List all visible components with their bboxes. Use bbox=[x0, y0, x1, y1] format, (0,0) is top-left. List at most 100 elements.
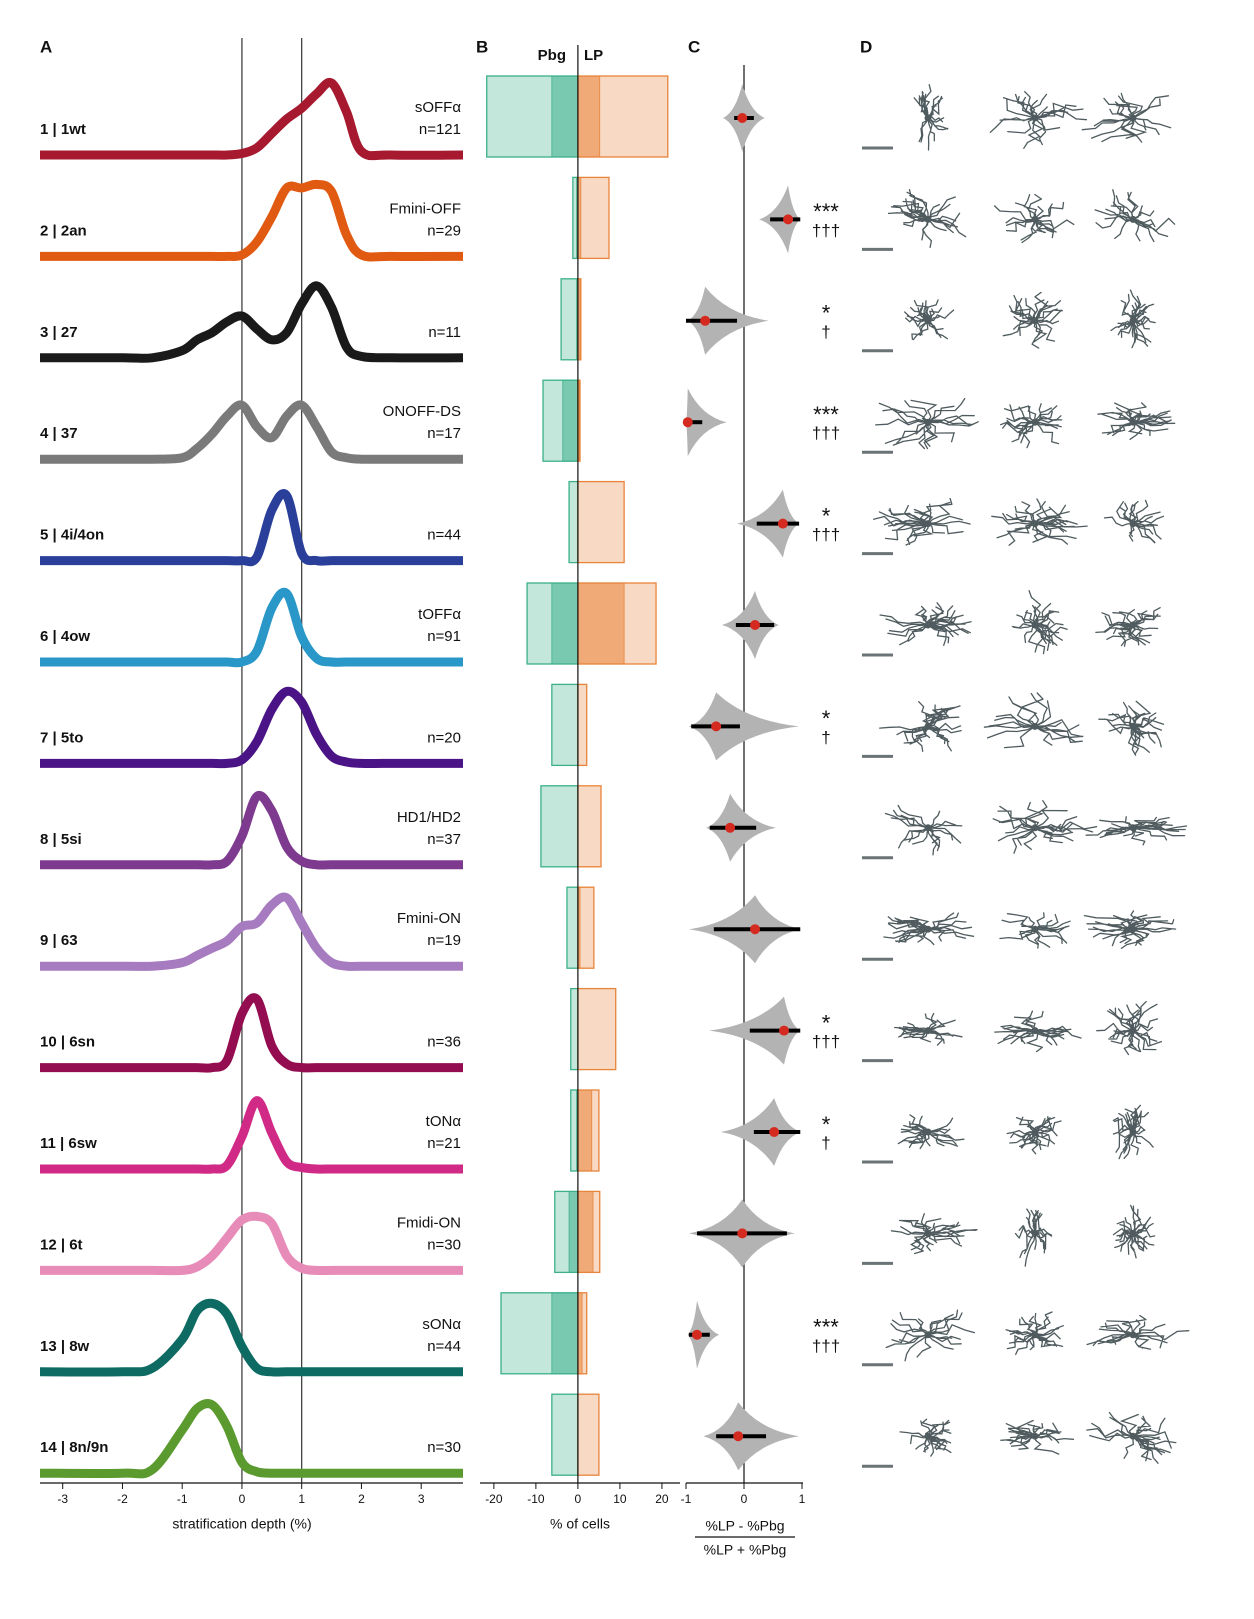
bar bbox=[578, 177, 609, 258]
x-axis-label: % of cells bbox=[550, 1516, 610, 1532]
cell-soma bbox=[1130, 216, 1137, 223]
x-tick-label: 10 bbox=[613, 1492, 627, 1506]
cell-soma bbox=[925, 1230, 932, 1237]
cell-soma bbox=[925, 622, 932, 629]
x-tick-label: -1 bbox=[177, 1492, 188, 1506]
series-header: LP bbox=[584, 47, 603, 64]
cell-count: n=44 bbox=[427, 527, 461, 544]
cell-soma bbox=[925, 419, 932, 426]
row-label: 13 | 8w bbox=[40, 1338, 90, 1355]
row-label: 2 | 2an bbox=[40, 222, 87, 239]
x-axis-label-denominator: %LP + %Pbg bbox=[704, 1542, 787, 1558]
x-tick-label: 1 bbox=[799, 1492, 806, 1506]
panel-letter: A bbox=[40, 37, 52, 56]
inner-bar bbox=[569, 1191, 578, 1272]
cell-soma bbox=[925, 1433, 932, 1440]
bar bbox=[578, 786, 601, 867]
point bbox=[779, 1026, 789, 1036]
cell-soma bbox=[1130, 1027, 1137, 1034]
cell-soma bbox=[925, 926, 932, 933]
bar bbox=[578, 684, 587, 765]
cell-soma bbox=[1130, 824, 1137, 831]
cell-soma bbox=[1130, 419, 1137, 426]
significance-daggers: ††† bbox=[812, 221, 840, 240]
point bbox=[750, 924, 760, 934]
cell-type: sOFFα bbox=[415, 99, 461, 116]
cell-soma bbox=[925, 1027, 932, 1034]
cell-soma bbox=[925, 723, 932, 730]
bar bbox=[571, 989, 578, 1070]
cell-count: n=30 bbox=[427, 1439, 461, 1456]
cell-soma bbox=[1032, 1230, 1039, 1237]
significance-daggers: ††† bbox=[812, 525, 840, 544]
cell-soma bbox=[925, 520, 932, 527]
significance-daggers: ††† bbox=[812, 1032, 840, 1051]
row-label: 9 | 63 bbox=[40, 932, 78, 949]
cell-count: n=121 bbox=[419, 121, 461, 138]
cell-soma bbox=[1130, 1129, 1137, 1136]
row-label: 10 | 6sn bbox=[40, 1034, 95, 1051]
cell-soma bbox=[1032, 926, 1039, 933]
cell-soma bbox=[1032, 1331, 1039, 1338]
cell-type: Fmini-OFF bbox=[389, 200, 461, 217]
x-tick-label: 1 bbox=[298, 1492, 305, 1506]
row-label: 3 | 27 bbox=[40, 324, 78, 341]
cell-soma bbox=[925, 1331, 932, 1338]
cell-soma bbox=[1130, 1230, 1137, 1237]
cell-soma bbox=[1032, 520, 1039, 527]
x-tick-label: 3 bbox=[418, 1492, 425, 1506]
cell-soma bbox=[925, 216, 932, 223]
inner-bar bbox=[578, 1191, 593, 1272]
inner-bar bbox=[578, 583, 624, 664]
series-header: Pbg bbox=[538, 47, 566, 64]
cell-soma bbox=[925, 1129, 932, 1136]
significance-daggers: † bbox=[821, 322, 830, 341]
bar bbox=[552, 684, 578, 765]
x-tick-label: -10 bbox=[527, 1492, 545, 1506]
point bbox=[769, 1127, 779, 1137]
point bbox=[683, 417, 693, 427]
bar bbox=[569, 482, 578, 563]
cell-count: n=37 bbox=[427, 831, 461, 848]
cell-soma bbox=[1130, 723, 1137, 730]
significance-daggers: ††† bbox=[812, 424, 840, 443]
cell-count: n=29 bbox=[427, 222, 461, 239]
bar bbox=[541, 786, 578, 867]
cell-soma bbox=[1130, 520, 1137, 527]
cell-soma bbox=[1130, 926, 1137, 933]
bar bbox=[552, 1394, 578, 1475]
cell-soma bbox=[1032, 723, 1039, 730]
bar bbox=[578, 989, 616, 1070]
cell-count: n=11 bbox=[428, 324, 461, 341]
point bbox=[700, 316, 710, 326]
bar bbox=[578, 1394, 599, 1475]
cell-type: Fmini-ON bbox=[397, 910, 461, 927]
cell-count: n=20 bbox=[427, 729, 461, 746]
panel-letter: B bbox=[476, 37, 488, 56]
row-label: 14 | 8n/9n bbox=[40, 1439, 108, 1456]
x-tick-label: 0 bbox=[239, 1492, 246, 1506]
cell-soma bbox=[1130, 1433, 1137, 1440]
point bbox=[725, 823, 735, 833]
point bbox=[711, 721, 721, 731]
cell-soma bbox=[1032, 622, 1039, 629]
x-tick-label: 2 bbox=[358, 1492, 365, 1506]
inner-bar bbox=[563, 380, 578, 461]
point bbox=[737, 113, 747, 123]
inner-bar bbox=[552, 76, 578, 157]
inner-bar bbox=[578, 1293, 582, 1374]
significance-daggers: ††† bbox=[812, 1336, 840, 1355]
cell-count: n=36 bbox=[427, 1034, 461, 1051]
point bbox=[783, 214, 793, 224]
cell-type: HD1/HD2 bbox=[397, 809, 461, 826]
cell-soma bbox=[1130, 115, 1137, 122]
x-tick-label: -2 bbox=[117, 1492, 128, 1506]
row-label: 7 | 5to bbox=[40, 729, 83, 746]
panel-letter: D bbox=[860, 37, 872, 56]
point bbox=[737, 1228, 747, 1238]
inner-bar bbox=[578, 1090, 592, 1171]
point bbox=[692, 1330, 702, 1340]
x-tick-label: 20 bbox=[655, 1492, 669, 1506]
inner-bar bbox=[552, 1293, 578, 1374]
bar bbox=[567, 887, 578, 968]
